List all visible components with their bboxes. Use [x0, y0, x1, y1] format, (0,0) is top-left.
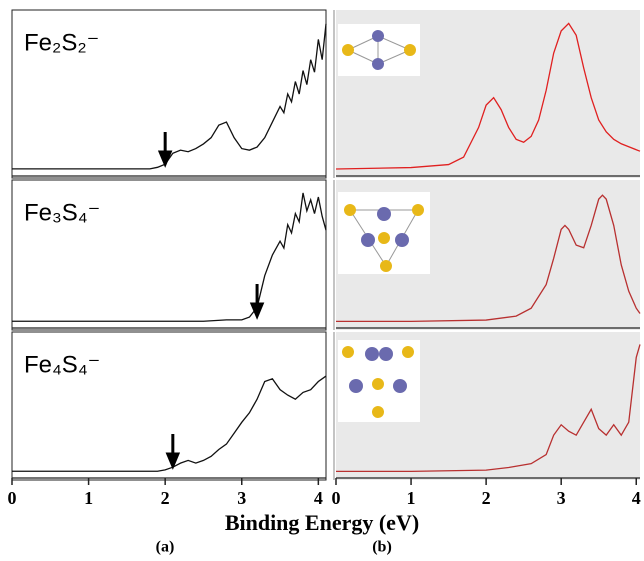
x-tick-label: 1 [84, 488, 93, 508]
panel-label: (b) [372, 539, 392, 556]
cluster-label: Fe₃S₄⁻ [24, 199, 100, 226]
x-tick-label: 1 [407, 488, 416, 508]
x-tick-label: 2 [161, 488, 170, 508]
cluster-label: Fe₄S₄⁻ [24, 351, 100, 378]
cluster-label: Fe₂S₂⁻ [24, 29, 99, 56]
figure: Fe₂S₂⁻Fe₃S₄⁻Fe₄S₄⁻0123401234 Binding Ene… [0, 0, 644, 561]
x-tick-label: 4 [314, 488, 323, 508]
x-tick-label: 3 [557, 488, 566, 508]
x-tick-label: 3 [237, 488, 246, 508]
x-tick-label: 4 [632, 488, 641, 508]
molecule-inset [338, 340, 420, 422]
molecule-inset [338, 24, 420, 76]
panel-label: (a) [156, 539, 175, 556]
molecule-inset [338, 192, 430, 274]
x-axis-title: Binding Energy (eV) [225, 510, 419, 535]
x-tick-label: 0 [8, 488, 17, 508]
x-tick-label: 2 [482, 488, 491, 508]
x-tick-label: 0 [332, 488, 341, 508]
